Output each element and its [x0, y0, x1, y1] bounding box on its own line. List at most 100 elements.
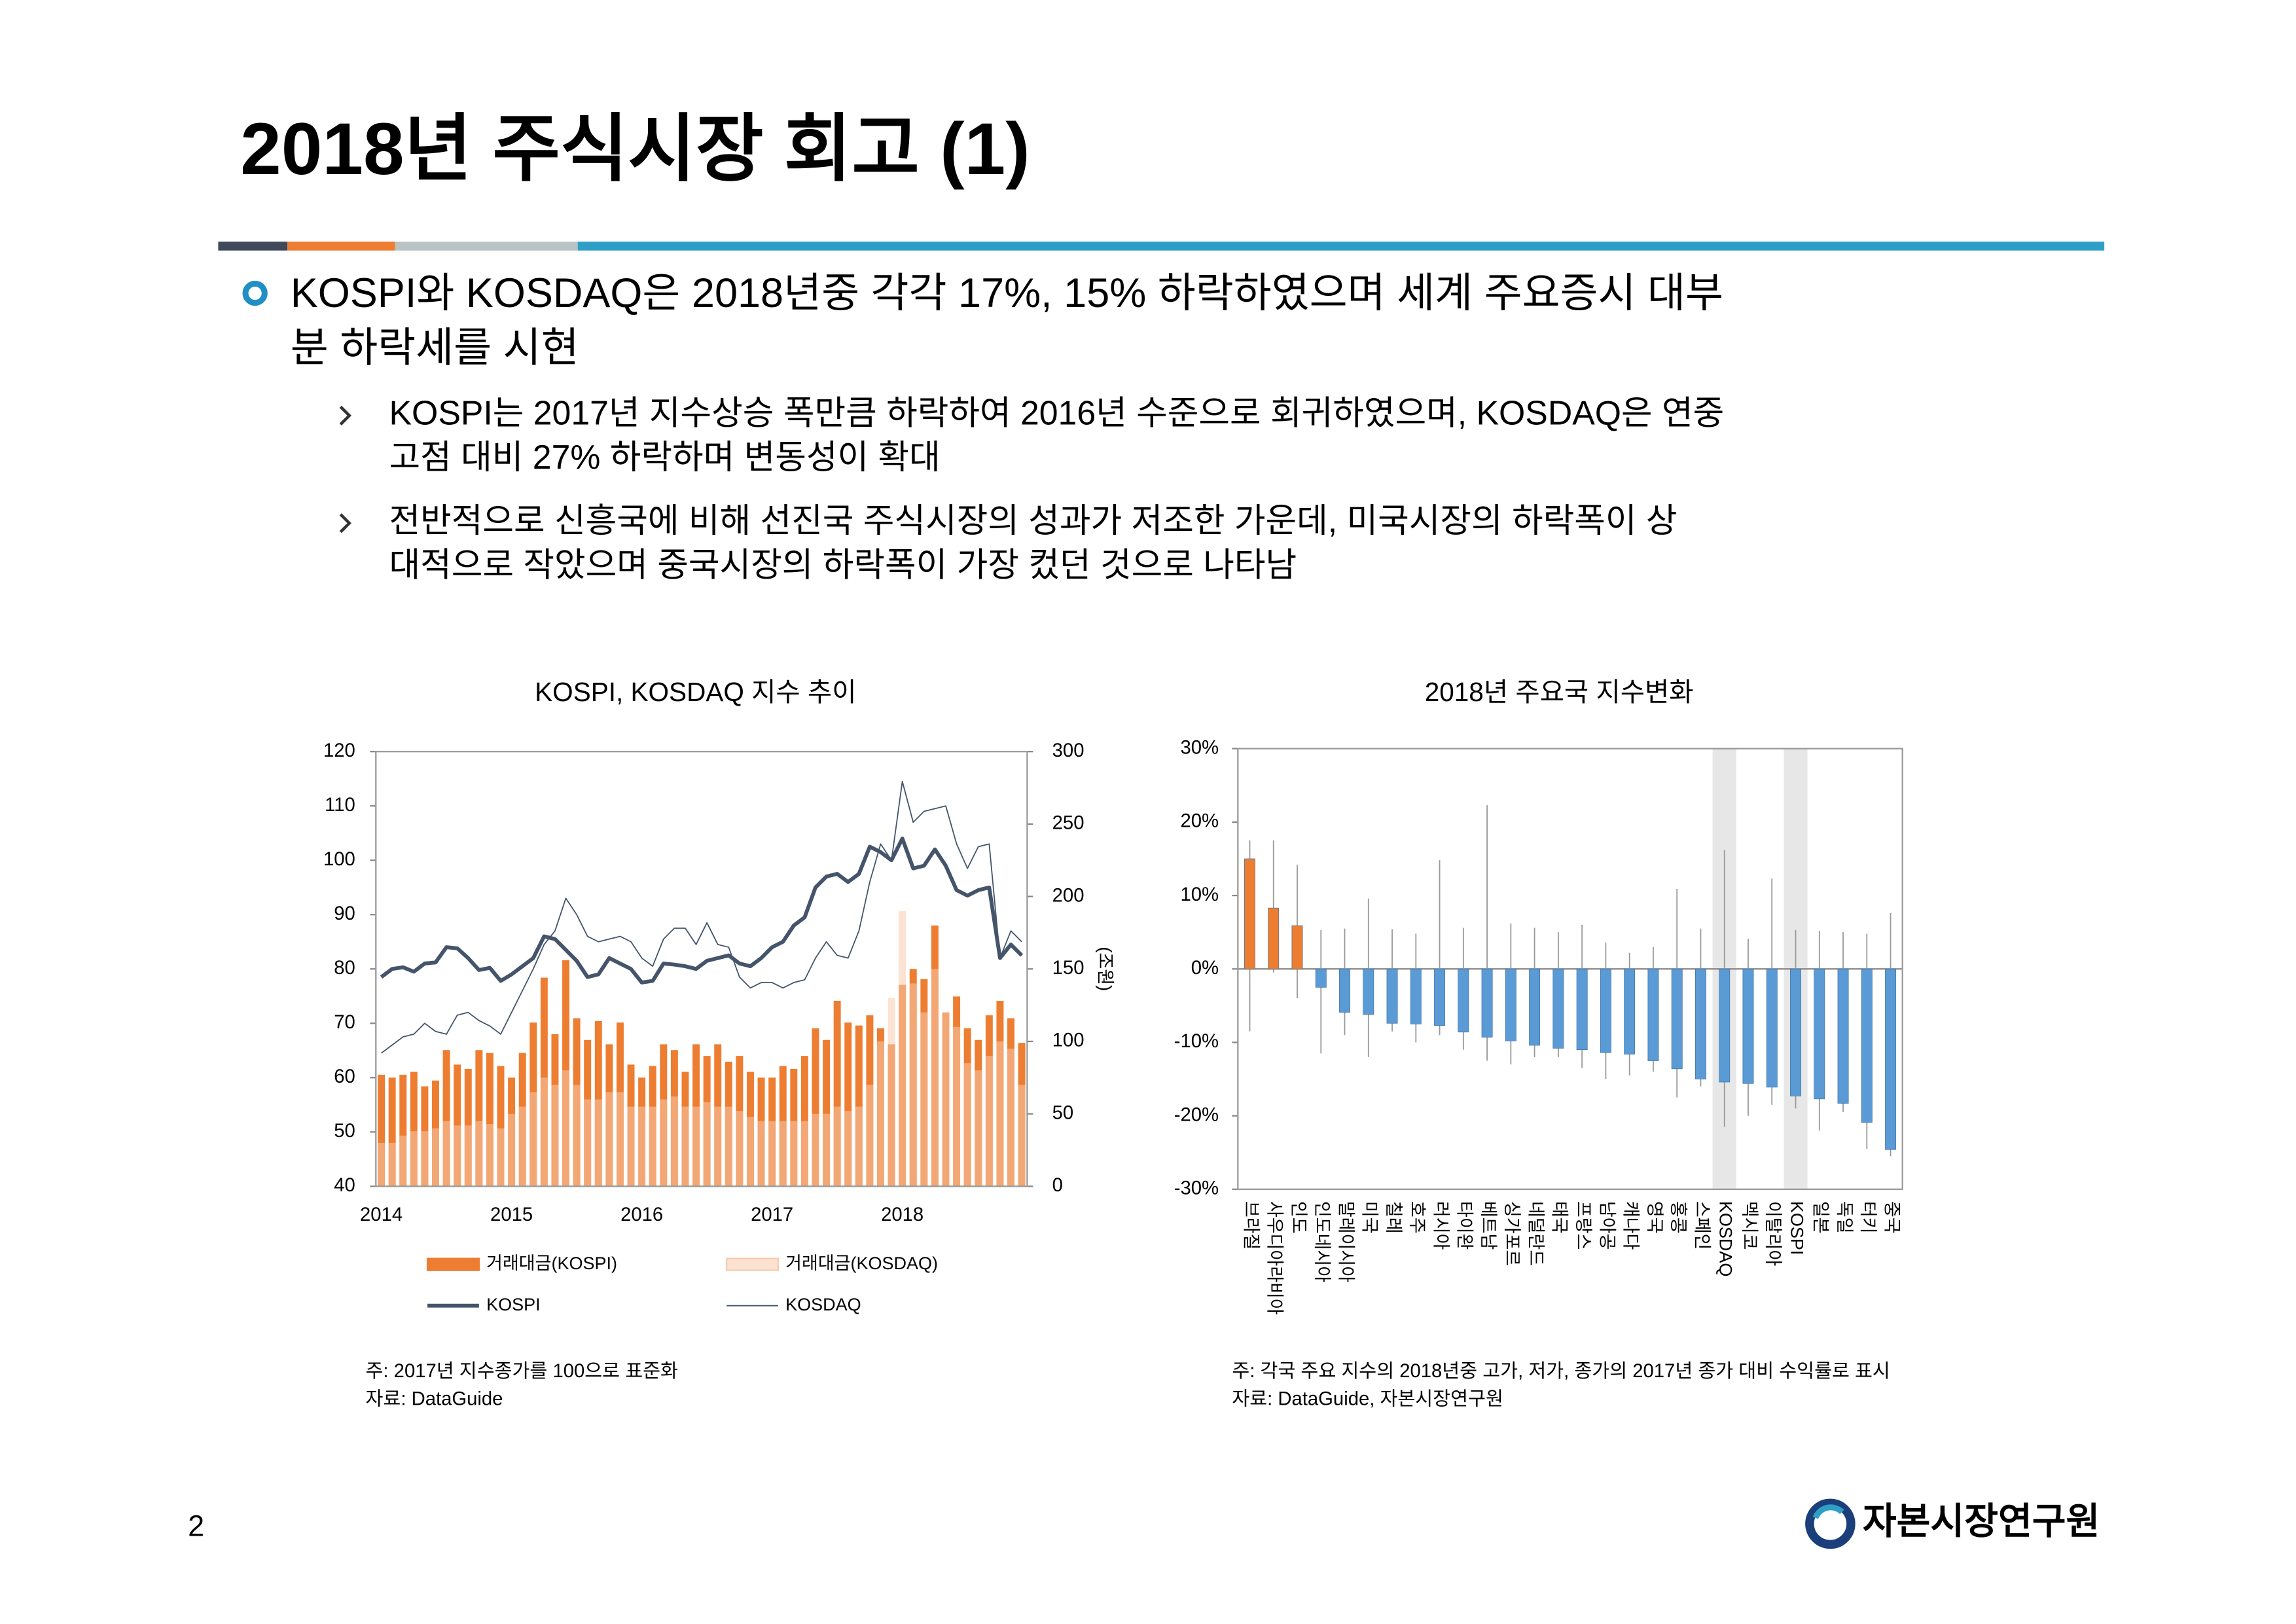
bar: [823, 1113, 831, 1187]
bar: [1018, 1085, 1026, 1187]
y2-axis-label: (조원): [1095, 947, 1115, 991]
x-tick-label: 베트남: [1479, 1201, 1498, 1250]
bar: [1291, 925, 1303, 969]
legend-label: 거래대금(KOSPI): [486, 1254, 617, 1273]
bar: [1600, 968, 1611, 1053]
bullet-text: 분 하락세를 시현: [291, 325, 579, 370]
bar: [486, 1053, 493, 1187]
bar: [584, 1099, 592, 1187]
bar: [605, 1092, 613, 1187]
x-tick-label: 말레이시아: [1336, 1201, 1355, 1282]
x-tick-label: KOSDAQ: [1716, 1201, 1736, 1277]
bar: [1505, 968, 1516, 1041]
bar: [1719, 968, 1731, 1083]
bar: [692, 1106, 700, 1187]
y2-tick-label: 150: [1052, 958, 1085, 979]
x-tick-label: 브라질: [1241, 1201, 1261, 1250]
sub-bullet-icon: [339, 405, 351, 425]
page-number: 2: [188, 1509, 204, 1543]
y-tick-label: 20%: [1181, 811, 1219, 832]
x-tick-label: 2014: [360, 1204, 403, 1225]
x-tick-label: 싱가포르: [1502, 1201, 1522, 1266]
bar: [996, 1041, 1004, 1187]
bullet-icon: [242, 280, 268, 306]
x-tick-label: 타이완: [1455, 1201, 1475, 1250]
y-tick-label: 60: [334, 1066, 355, 1087]
sub-bullet-text: 전반적으로 신흥국에 비해 선진국 주식시장의 성과가 저조한 가운데, 미국시…: [389, 501, 1677, 539]
x-tick-label: 네덜란드: [1526, 1201, 1545, 1266]
x-tick-label: 2018: [881, 1204, 924, 1225]
bar: [855, 1025, 863, 1187]
logo-icon: [1805, 1498, 1856, 1549]
bar: [800, 1056, 808, 1187]
bar: [1885, 968, 1897, 1150]
bar: [1386, 968, 1398, 1024]
bar: [475, 1050, 483, 1187]
bar: [1552, 968, 1564, 1049]
x-tick-label: 2015: [490, 1204, 533, 1225]
bar: [1576, 968, 1588, 1051]
y-tick-label: 70: [334, 1012, 355, 1033]
x-tick-label: 터키: [1858, 1201, 1878, 1234]
x-tick-label: KOSPI: [1787, 1201, 1806, 1255]
x-tick-label: 중국: [1882, 1201, 1901, 1234]
bar: [1434, 968, 1446, 1026]
bar: [703, 1102, 711, 1187]
sub-bullet-icon: [339, 513, 351, 533]
bar: [931, 969, 939, 1187]
bar: [562, 1070, 569, 1187]
bar: [1766, 968, 1778, 1088]
y-tick-label: 100: [323, 849, 355, 870]
bar: [1742, 968, 1754, 1084]
line: [381, 780, 1022, 1054]
x-tick-label: 미국: [1360, 1201, 1380, 1234]
bar: [909, 983, 917, 1187]
bar: [649, 1106, 656, 1187]
plot-frame: [1237, 748, 1903, 1190]
bar: [1529, 968, 1541, 1046]
slide-title: 2018년 주식시장 회고 (1): [240, 107, 1030, 190]
y2-tick-label: 250: [1052, 813, 1085, 834]
bar: [1410, 968, 1422, 1024]
title-stripe: [218, 242, 288, 251]
bar: [551, 1085, 559, 1187]
bar: [442, 1050, 450, 1187]
y-tick-label: 10%: [1181, 884, 1219, 905]
bar: [866, 1085, 874, 1187]
bar: [757, 1121, 765, 1187]
x-tick-label: 태국: [1550, 1201, 1570, 1234]
bar: [1861, 968, 1873, 1123]
chart-note: 주: 각국 주요 지수의 2018년중 고가, 저가, 종가의 2017년 종가…: [1232, 1361, 1890, 1382]
bar: [985, 1056, 993, 1187]
bar: [497, 1128, 505, 1187]
bar: [1481, 968, 1493, 1038]
chart-note: 자료: DataGuide: [366, 1389, 503, 1410]
bar: [378, 1074, 386, 1187]
bar: [975, 1070, 982, 1187]
bar: [790, 1121, 798, 1187]
y-tick-label: 120: [323, 740, 355, 761]
bar: [497, 1066, 505, 1187]
chart-note: 주: 2017년 지수종가를 100으로 표준화: [366, 1361, 678, 1382]
plot-frame: [375, 751, 1028, 1187]
bar: [920, 1012, 928, 1187]
chart-title: 2018년 주요국 지수변화: [1425, 677, 1694, 707]
bar: [768, 1121, 776, 1187]
bar: [1363, 968, 1374, 1015]
bar: [475, 1121, 483, 1187]
bar: [627, 1106, 635, 1187]
logo-text: 자본시장연구원: [1863, 1500, 2100, 1542]
bar: [800, 1121, 808, 1187]
x-tick-label: 남아공: [1597, 1201, 1617, 1250]
bar: [616, 1092, 624, 1187]
bar: [1695, 968, 1706, 1079]
legend-label: KOSPI: [486, 1295, 541, 1314]
bar: [736, 1111, 744, 1187]
sub-bullet-text: 대적으로 작았으며 중국시장의 하락폭이 가장 컸던 것으로 나타남: [389, 545, 1297, 583]
x-tick-label: 영국: [1645, 1201, 1664, 1234]
y-tick-label: 50: [334, 1121, 355, 1142]
y-tick-label: -20%: [1174, 1104, 1219, 1125]
chart-title: KOSPI, KOSDAQ 지수 추이: [535, 677, 856, 707]
